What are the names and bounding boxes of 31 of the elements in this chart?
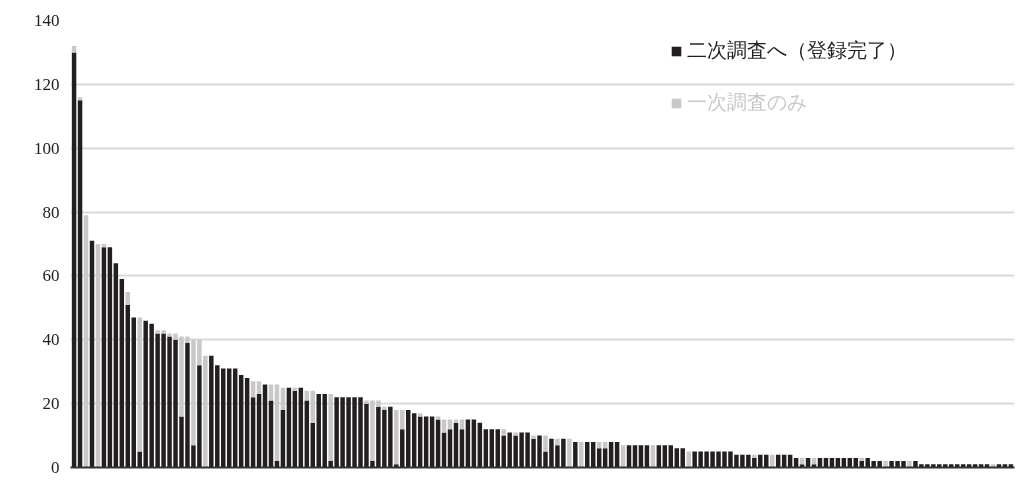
bar — [268, 384, 274, 401]
y-tick-label: 40 — [42, 330, 60, 350]
y-tick-label: 80 — [42, 202, 60, 222]
bar — [328, 394, 333, 462]
bar — [752, 454, 757, 458]
legend-label: 二次調査へ（登録完了） — [687, 37, 907, 64]
bar — [256, 381, 262, 395]
y-tick-label: 140 — [34, 11, 60, 30]
bar — [883, 461, 888, 468]
bar — [531, 435, 536, 439]
bar — [573, 441, 578, 468]
bar — [555, 438, 560, 446]
bar — [382, 406, 387, 411]
y-tick-label: 0 — [51, 458, 60, 477]
bar — [137, 317, 142, 452]
bar — [435, 416, 441, 420]
bar — [579, 441, 584, 468]
bar — [513, 432, 518, 436]
bar — [274, 384, 280, 462]
y-tick-label: 60 — [42, 266, 60, 286]
bar — [543, 435, 548, 452]
bar — [250, 381, 256, 398]
bar — [125, 291, 131, 305]
bar — [501, 429, 506, 436]
y-tick-label: 20 — [42, 394, 60, 414]
y-tick-label: 120 — [34, 74, 60, 94]
bar — [907, 461, 912, 468]
y-tick-label: 100 — [34, 138, 60, 158]
bar — [310, 390, 315, 423]
bar — [567, 438, 572, 468]
bar — [686, 451, 691, 468]
